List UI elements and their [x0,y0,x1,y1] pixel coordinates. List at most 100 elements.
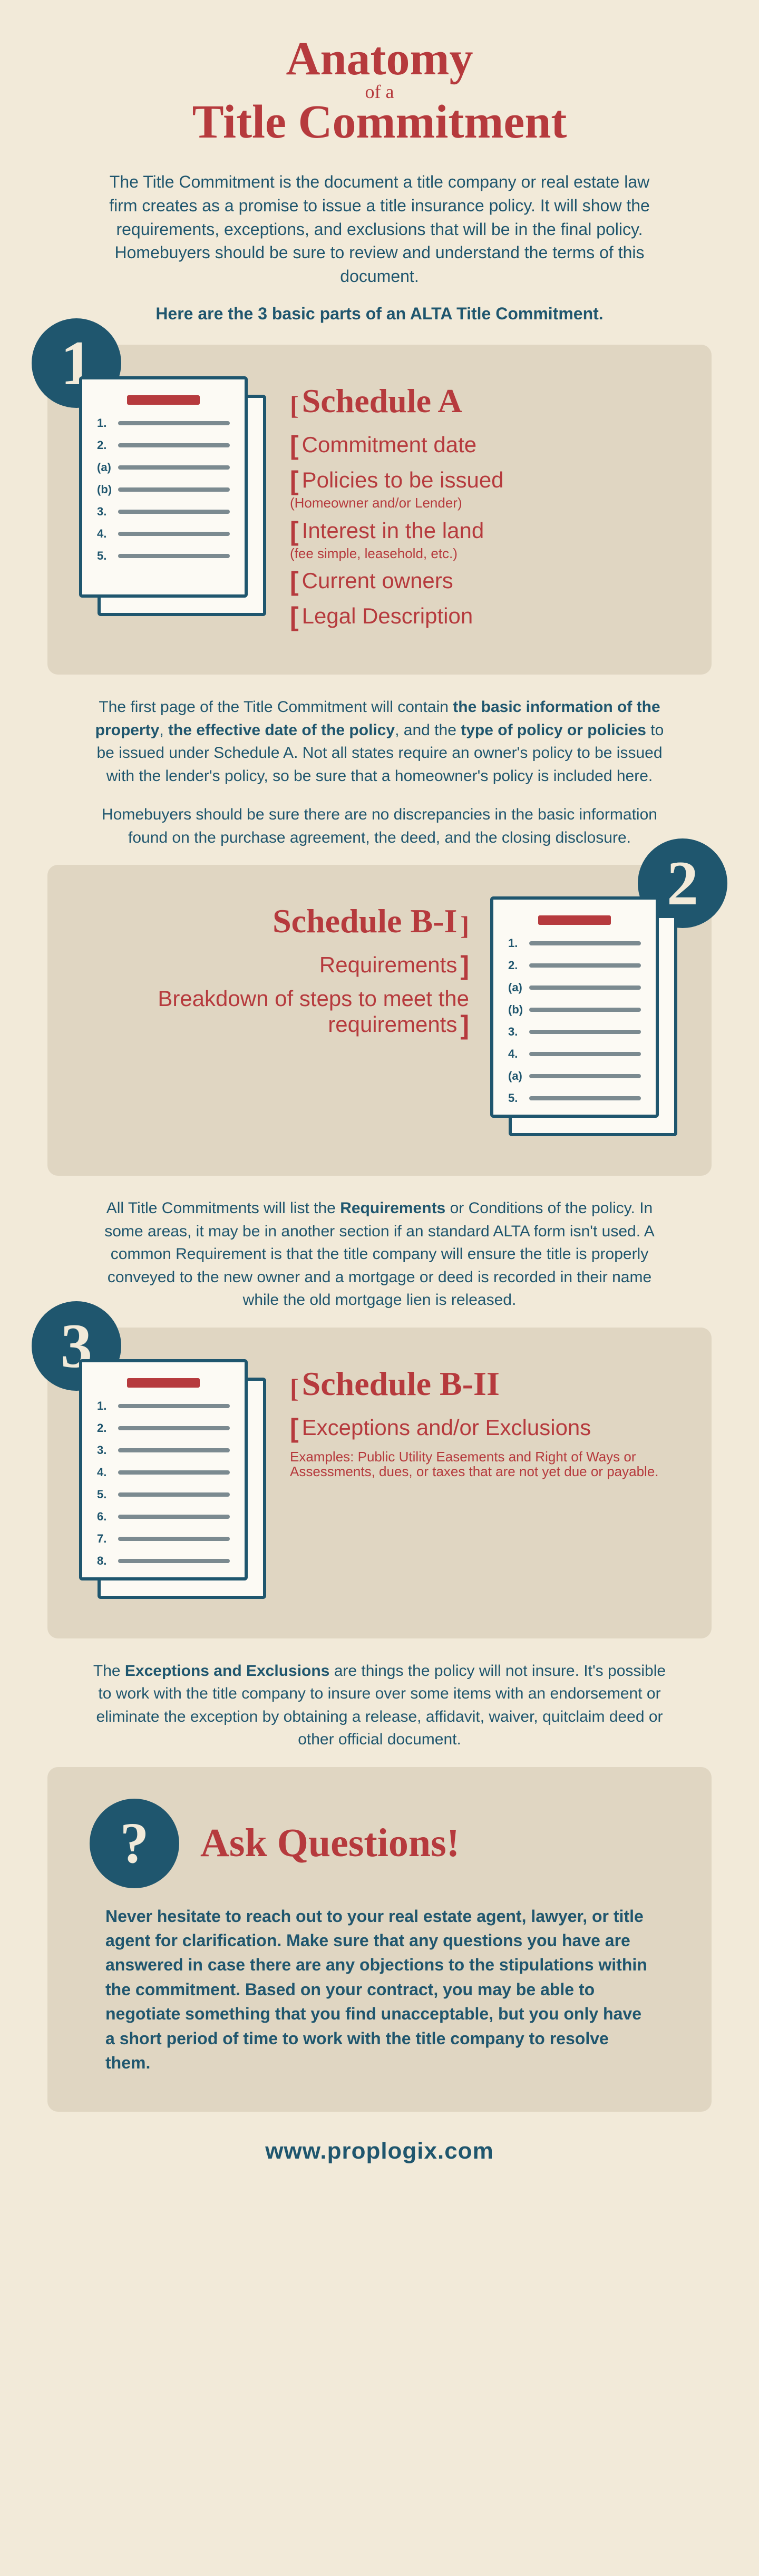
doc-line-marker: 7. [97,1532,118,1546]
doc-line-bar [118,1559,230,1563]
ask-panel: ? Ask Questions! Never hesitate to reach… [47,1767,712,2112]
doc-line-row: 3. [508,1025,641,1039]
ask-body: Never hesitate to reach out to your real… [90,1904,669,2075]
doc-line-bar [118,1426,230,1430]
document-icon: 1. 2. (a) (b) 3. 4. 5. [79,376,269,619]
document-icon: 1. 2. 3. 4. 5. 6. 7. 8. [79,1359,269,1602]
title-line2: Title Commitment [47,95,712,149]
doc-line-marker: (b) [97,483,118,496]
doc-line-marker: 1. [508,936,529,950]
doc-line-row: (b) [508,1003,641,1017]
doc-line-bar [529,1052,641,1056]
ask-header: ? Ask Questions! [90,1799,669,1888]
doc-line-row: (b) [97,483,230,496]
doc-line-row: 2. [97,1421,230,1435]
section-2-body: All Title Commitments will list the Requ… [90,1197,669,1312]
doc-line-row: 5. [97,1488,230,1501]
doc-line-row: 6. [97,1510,230,1524]
doc-line-marker: 5. [97,1488,118,1501]
label-item: [Exceptions and/or Exclusions [290,1414,680,1443]
doc-line-bar [118,1470,230,1475]
doc-line-marker: 5. [508,1091,529,1105]
doc-line-row: 7. [97,1532,230,1546]
label-sub: (fee simple, leasehold, etc.) [290,546,680,561]
doc-line-bar [529,1030,641,1034]
doc-line-row: 4. [97,527,230,541]
doc-line-row: 8. [97,1554,230,1568]
document-header-bar [127,1378,200,1388]
section-3-body: The Exceptions and Exclusions are things… [90,1660,669,1751]
doc-line-marker: 8. [97,1554,118,1568]
label-item: [Current owners [290,567,680,596]
doc-line-marker: 5. [97,549,118,563]
doc-line-marker: (a) [508,981,529,994]
section-1-body2: Homebuyers should be sure there are no d… [90,803,669,849]
schedule-b2-heading: [Schedule B-II [290,1364,680,1403]
doc-line-row: 4. [97,1466,230,1479]
document-header-bar [127,395,200,405]
page: Anatomy of a Title Commitment The Title … [0,0,759,2185]
doc-line-marker: 4. [508,1047,529,1061]
label-item: [Policies to be issued(Homeowner and/or … [290,466,680,511]
section-1-panel: 1 1.2.(a)(b)3.4.5. [Schedule A [Commitme… [47,345,712,675]
doc-line-bar [118,554,230,558]
intro-text: The Title Commitment is the document a t… [103,170,656,288]
doc-line-marker: (b) [508,1003,529,1017]
doc-line-row: 2. [508,959,641,972]
doc-line-row: (a) [97,461,230,474]
doc-line-marker: 6. [97,1510,118,1524]
doc-line-row: 2. [97,438,230,452]
doc-line-bar [529,1074,641,1078]
doc-line-bar [118,487,230,492]
label-item: [Interest in the land(fee simple, leaseh… [290,517,680,561]
section-3-labels: [Schedule B-II [Exceptions and/or Exclus… [290,1359,680,1486]
section-1-labels: [Schedule A [Commitment date[Policies to… [290,376,680,638]
doc-line-marker: 4. [97,1466,118,1479]
doc-line-bar [118,1404,230,1408]
doc-line-bar [118,443,230,447]
intro-lead: Here are the 3 basic parts of an ALTA Ti… [47,304,712,324]
title-block: Anatomy of a Title Commitment [47,32,712,149]
doc-line-row: 1. [97,416,230,430]
doc-line-bar [529,963,641,968]
doc-line-bar [118,1492,230,1497]
doc-line-bar [118,1515,230,1519]
label-item: Examples: Public Utility Easements and R… [290,1449,680,1479]
doc-line-row: 3. [97,505,230,519]
doc-line-bar [118,510,230,514]
doc-line-bar [118,465,230,470]
doc-line-row: (a) [508,1069,641,1083]
doc-line-marker: (a) [97,461,118,474]
doc-line-row: 1. [97,1399,230,1413]
label-sub: (Homeowner and/or Lender) [290,495,680,511]
document-front: 1. 2. (a) (b) 3. 4. 5. [79,376,248,598]
doc-line-bar [118,421,230,425]
document-header-bar [538,915,611,925]
doc-line-row: 5. [97,549,230,563]
doc-line-row: 5. [508,1091,641,1105]
section-1-diagram: 1. 2. (a) (b) 3. 4. 5. [Schedule A [Commitment… [79,376,680,638]
doc-line-marker: 3. [97,1443,118,1457]
schedule-b1-heading: Schedule B-I] [79,902,469,941]
doc-line-bar [529,941,641,945]
doc-line-marker: 3. [97,505,118,519]
doc-line-marker: 4. [97,527,118,541]
doc-line-marker: (a) [508,1069,529,1083]
footer-url: www.proplogix.com [47,2138,712,2164]
doc-line-row: (a) [508,981,641,994]
title-line1: Anatomy [47,32,712,86]
doc-line-bar [118,1448,230,1452]
label-item: Requirements] [79,951,469,980]
document-icon: 1. 2. (a) (b) 3. 4. (a) 5. [490,896,680,1139]
document-front: 1. 2. 3. 4. 5. 6. 7. 8. [79,1359,248,1580]
label-item: [Commitment date [290,431,680,460]
label-item: Breakdown of steps to meet the requireme… [79,987,469,1040]
section-3-panel: 3 1.2.3.4.5.6.7.8. [Schedule B-II [Excep… [47,1328,712,1638]
doc-line-marker: 2. [508,959,529,972]
ask-title: Ask Questions! [200,1820,460,1866]
question-mark-icon: ? [90,1799,179,1888]
section-2-labels: Schedule B-I] Requirements] Breakdown of … [79,896,469,1046]
doc-line-bar [529,1008,641,1012]
doc-line-marker: 1. [97,1399,118,1413]
doc-line-bar [529,985,641,990]
